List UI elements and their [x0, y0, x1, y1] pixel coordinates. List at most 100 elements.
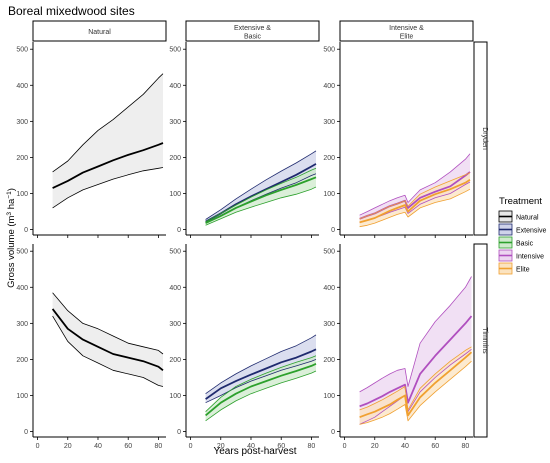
series-upper-line: [359, 172, 471, 220]
x-tick-label: 40: [401, 443, 409, 450]
series-upper-line: [205, 150, 317, 220]
y-axis-title-sup: −1: [6, 191, 13, 199]
y-tick-label: 400: [323, 285, 335, 292]
panel: 0 100 200 300 400 500: [169, 42, 319, 238]
series-upper-line: [359, 153, 471, 216]
y-tick-label: 500: [169, 47, 181, 54]
column-strip-box: [339, 20, 474, 42]
series-mean-line: [205, 362, 317, 417]
legend-item: Natural: [498, 210, 539, 223]
series-lower-line: [359, 188, 471, 228]
x-tick-label: 20: [217, 443, 225, 450]
series-upper-line: [52, 73, 164, 173]
y-axis-title-part: ha: [6, 198, 17, 212]
legend-item-label: Natural: [516, 215, 539, 222]
y-tick-label: 400: [16, 285, 28, 292]
x-tick-label: 20: [371, 443, 379, 450]
y-tick-label: 500: [16, 249, 28, 256]
column-strip: Extensive &Basic: [185, 20, 320, 42]
panel: 0 100 200 300 400 500 0 20 40 60 80: [323, 244, 473, 450]
series-mean-line: [359, 315, 473, 408]
series-upper-line: [52, 292, 164, 355]
series-lower-line: [205, 370, 317, 422]
series-ribbon: [205, 355, 316, 421]
legend-item-label: Extensive: [516, 228, 546, 235]
y-tick-label: 300: [16, 119, 28, 126]
legend-item: Extensive: [498, 223, 546, 236]
panel: 0 100 200 300 400 500 0 20 40 60 80: [16, 244, 166, 450]
panel: 0 100 200 300 400 500: [16, 42, 166, 238]
y-axis-title-part: ): [6, 188, 17, 191]
series-ribbon: [359, 153, 470, 223]
x-tick-label: 0: [343, 443, 347, 450]
series-lower-line: [205, 359, 317, 404]
y-tick-label: 100: [323, 393, 335, 400]
y-tick-label: 400: [169, 83, 181, 90]
y-tick-label: 200: [323, 357, 335, 364]
x-tick-label: 0: [36, 443, 40, 450]
column-strip-label: Intensive &: [389, 25, 424, 32]
row-strip-label: Timmins: [481, 327, 488, 354]
x-tick-label: 40: [247, 443, 255, 450]
y-tick-label: 0: [24, 429, 28, 436]
y-tick-label: 300: [323, 321, 335, 328]
legend-items: Natural Extensive Basic Intensive Elite: [498, 210, 546, 275]
panel-grid: Natural Extensive &Basic Intensive &Elite D…: [16, 20, 488, 450]
legend-item: Intensive: [498, 249, 544, 262]
x-axis-title: Years post-harvest: [213, 446, 296, 457]
panel: 0 100 200 300 400 500: [323, 42, 473, 238]
y-tick-label: 400: [169, 285, 181, 292]
y-tick-label: 300: [16, 321, 28, 328]
legend: Treatment Natural Extensive Basic Intensive…: [498, 196, 546, 275]
legend-item: Basic: [498, 236, 534, 249]
x-tick-label: 0: [189, 443, 193, 450]
column-strip-label: Natural: [88, 29, 111, 36]
x-tick-label: 60: [124, 443, 132, 450]
row-strip-box: [473, 243, 488, 438]
series-mean-line: [359, 179, 471, 224]
y-tick-label: 300: [323, 119, 335, 126]
column-strip-label: Basic: [244, 33, 262, 40]
row-strip-label: Dryden: [481, 127, 488, 150]
series-mean-line: [51, 308, 164, 372]
y-tick-label: 100: [169, 393, 181, 400]
y-axis-title-sup: 3: [6, 212, 13, 216]
series-lower-line: [205, 186, 317, 226]
y-tick-label: 0: [177, 227, 181, 234]
legend-item-label: Intensive: [516, 254, 544, 261]
column-strip: Intensive &Elite: [339, 20, 474, 42]
x-tick-label: 80: [155, 443, 163, 450]
y-tick-label: 200: [169, 155, 181, 162]
figure-title: Boreal mixedwood sites: [8, 4, 135, 18]
column-strip: Natural: [32, 20, 167, 42]
y-tick-label: 100: [169, 191, 181, 198]
series-lower-line: [52, 167, 164, 209]
y-axis-title: Gross volume (m3 ha−1): [6, 188, 18, 288]
series-ribbon: [52, 73, 163, 208]
series-ribbon: [359, 276, 472, 425]
y-tick-label: 100: [16, 393, 28, 400]
y-tick-label: 500: [169, 249, 181, 256]
y-tick-label: 400: [16, 83, 28, 90]
row-strip: Timmins: [473, 243, 488, 438]
column-strip-box: [185, 20, 320, 42]
series-ribbon: [52, 292, 163, 387]
row-strip: Dryden: [473, 41, 488, 236]
series-mean-line: [205, 348, 317, 400]
series-mean-line: [205, 176, 317, 224]
y-tick-label: 0: [177, 429, 181, 436]
x-tick-label: 80: [308, 443, 316, 450]
legend-item-label: Basic: [516, 241, 534, 248]
column-strip-label: Extensive &: [234, 25, 271, 32]
y-tick-label: 200: [169, 357, 181, 364]
column-strip-box: [32, 20, 167, 42]
y-tick-label: 200: [16, 155, 28, 162]
x-tick-label: 80: [462, 443, 470, 450]
y-axis-title-part: Gross volume (m: [6, 215, 17, 287]
series-mean-line: [52, 142, 164, 189]
series-upper-line: [359, 276, 472, 393]
row-strip-box: [473, 41, 488, 236]
x-tick-label: 20: [64, 443, 72, 450]
